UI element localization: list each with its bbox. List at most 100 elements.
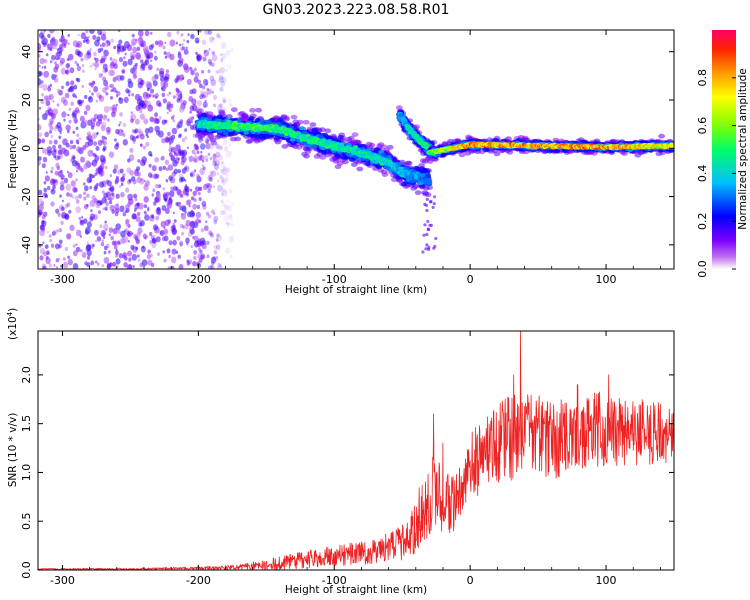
- spectrogram-noise-cell: [176, 201, 181, 207]
- spectrogram-noise-cell: [178, 148, 182, 154]
- spectrogram-noise-cell: [205, 220, 208, 224]
- spectrogram-noise-cell: [200, 143, 206, 150]
- spectrogram-ridge-cell: [259, 118, 266, 123]
- spectrogram-noise-cell: [216, 255, 218, 259]
- spectrogram-noise-cell: [75, 243, 78, 246]
- spectrogram-noise-cell: [154, 112, 159, 117]
- spectrogram-noise-cell: [230, 202, 234, 206]
- spectrogram-noise-cell: [211, 170, 217, 177]
- spectrogram-noise-cell: [91, 159, 98, 167]
- spectrogram-noise-cell: [142, 245, 145, 249]
- spectrogram-noise-cell: [86, 50, 91, 56]
- spectrogram-noise-cell: [198, 247, 201, 251]
- spectrogram-noise-cell: [83, 182, 86, 186]
- spectrogram-noise-cell: [89, 64, 93, 68]
- spectrogram-noise-cell: [220, 42, 227, 49]
- spectrogram-noise-cell: [126, 264, 133, 269]
- spectrogram-noise-cell: [133, 193, 138, 199]
- spectrogram-noise-cell: [82, 119, 89, 127]
- spectrogram-ridge-cell: [351, 132, 359, 138]
- spectrogram-noise-cell: [150, 88, 154, 94]
- spectrogram-noise-cell: [62, 211, 66, 216]
- spectrogram-noise-cell: [117, 30, 121, 33]
- spectrogram-noise-cell: [204, 99, 207, 103]
- spectrogram-noise-cell: [153, 120, 157, 124]
- spectrogram-noise-cell: [200, 227, 205, 233]
- spectrogram-noise-cell: [225, 167, 231, 174]
- spectrogram-noise-cell: [144, 214, 150, 221]
- spectrogram-noise-cell: [75, 199, 80, 205]
- spectrogram-noise-cell: [143, 204, 147, 209]
- spectrogram-noise-cell: [82, 69, 85, 73]
- spectrogram-noise-cell: [154, 157, 159, 163]
- spectrogram-noise-cell: [151, 215, 154, 219]
- spectrogram-noise-cell: [203, 183, 208, 191]
- spectrogram-noise-cell: [211, 62, 215, 67]
- spectrogram-noise-cell: [202, 78, 209, 86]
- spectrogram-noise-cell: [135, 118, 140, 125]
- spectrogram-noise-cell: [205, 211, 210, 216]
- spectrogram-noise-cell: [61, 199, 64, 203]
- spectrogram-noise-cell: [216, 234, 222, 242]
- spectrogram-ridge-cell: [368, 142, 376, 148]
- spectrogram-noise-cell: [164, 56, 167, 59]
- spectrogram-noise-cell: [69, 140, 74, 145]
- spectrogram-noise-cell: [47, 85, 50, 88]
- spectrogram-noise-cell: [38, 189, 43, 196]
- spectrogram-noise-cell: [76, 65, 82, 72]
- spectrogram-noise-cell: [216, 69, 221, 74]
- spectrogram-noise-cell: [208, 48, 211, 51]
- spectrogram-noise-cell: [216, 238, 219, 243]
- spectrogram-noise-cell: [69, 67, 75, 74]
- spectrogram-noise-cell: [142, 145, 146, 150]
- spectrogram-noise-cell: [221, 167, 228, 175]
- spectrogram-noise-cell: [211, 54, 218, 62]
- spectrogram-noise-cell: [205, 158, 209, 163]
- spectrogram-noise-cell: [147, 259, 153, 266]
- spectrogram-noise-cell: [181, 43, 184, 46]
- spectrogram-noise-cell: [228, 215, 233, 221]
- spectrogram-noise-cell: [136, 211, 141, 217]
- spectrogram-noise-cell: [208, 61, 213, 66]
- spectrogram-noise-cell: [65, 124, 71, 131]
- spectrogram-noise-cell: [190, 245, 193, 248]
- spectrogram-noise-cell: [164, 119, 167, 123]
- spectrogram-noise-cell: [42, 220, 45, 223]
- spectrogram-noise-cell: [55, 53, 59, 58]
- spectrogram-noise-cell: [95, 99, 98, 103]
- spectrogram-noise-cell: [228, 188, 233, 194]
- spectrogram-noise-cell: [152, 94, 156, 98]
- spectrogram-noise-cell: [131, 232, 134, 235]
- spectrogram-noise-cell: [118, 253, 124, 259]
- spectrogram-noise-cell: [137, 128, 142, 134]
- spectrogram-noise-cell: [171, 256, 177, 264]
- spectrogram-noise-cell: [79, 115, 85, 122]
- spectrogram-noise-cell: [80, 249, 83, 253]
- spectrogram-noise-cell: [78, 137, 82, 141]
- spectrogram-noise-cell: [136, 135, 140, 139]
- spectrogram-noise-cell: [182, 138, 185, 143]
- spectrogram-ridge-cell: [296, 119, 304, 125]
- spectrogram-noise-cell: [81, 252, 87, 258]
- spectrogram-noise-cell: [215, 70, 219, 74]
- spectrogram-noise-cell: [123, 56, 126, 60]
- spectrogram-noise-cell: [179, 106, 185, 113]
- spectrogram-noise-cell: [72, 130, 76, 134]
- spectrogram-noise-cell: [70, 101, 74, 106]
- spectrogram-noise-cell: [50, 60, 53, 64]
- spectrogram-noise-cell: [162, 250, 165, 254]
- spectrogram-noise-cell: [211, 209, 215, 215]
- spectrogram-noise-cell: [89, 30, 95, 34]
- spectrogram-noise-cell: [168, 152, 173, 157]
- spectrogram-noise-cell: [67, 53, 74, 61]
- spectrogram-noise-cell: [158, 115, 162, 120]
- spectrogram-noise-cell: [143, 95, 148, 101]
- spectrogram-noise-cell: [171, 265, 175, 269]
- spectrogram-noise-cell: [216, 33, 221, 39]
- spectrogram-noise-cell: [143, 118, 149, 125]
- spectrogram-noise-cell: [120, 191, 125, 198]
- spectrogram-noise-cell: [41, 227, 45, 232]
- spectrogram-noise-cell: [149, 240, 153, 244]
- spectrogram-noise-cell: [217, 179, 220, 183]
- spectrogram-noise-cell: [203, 155, 209, 161]
